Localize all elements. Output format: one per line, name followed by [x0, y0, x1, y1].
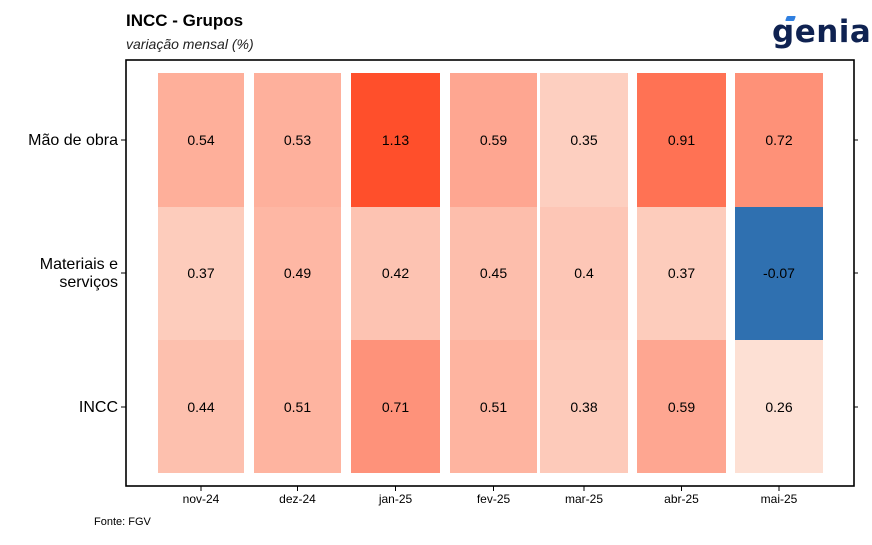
cell-value-label: 0.45	[480, 265, 507, 281]
cell-value-label: 0.38	[570, 399, 597, 415]
heatmap-cell	[637, 207, 726, 340]
y-tick-label: serviços	[59, 274, 118, 291]
cell-value-label: 0.54	[187, 132, 214, 148]
cell-value-label: 0.37	[668, 265, 695, 281]
chart-subtitle: variação mensal (%)	[126, 36, 254, 52]
heatmap-cell	[450, 207, 537, 340]
heatmap-cell	[158, 340, 244, 473]
heatmap-cell	[351, 340, 440, 473]
cell-value-label: 0.26	[765, 399, 792, 415]
y-tick-label: INCC	[79, 399, 118, 416]
cell-value-label: 0.51	[284, 399, 311, 415]
cell-value-label: -0.07	[763, 265, 795, 281]
heatmap-cell	[158, 73, 244, 207]
heatmap-cell	[254, 207, 341, 340]
cell-value-label: 0.4	[574, 265, 594, 281]
x-tick-label: dez-24	[279, 492, 316, 506]
heatmap-cell	[540, 340, 628, 473]
heatmap-cell	[450, 340, 537, 473]
y-tick-label: Materiais e	[40, 256, 118, 273]
cell-value-label: 0.51	[480, 399, 507, 415]
cell-value-label: 0.53	[284, 132, 311, 148]
heatmap-cell	[254, 73, 341, 207]
heatmap-cell	[351, 207, 440, 340]
cell-value-label: 0.72	[765, 132, 792, 148]
heatmap-cell	[158, 207, 244, 340]
x-tick-label: abr-25	[664, 492, 699, 506]
heatmap-cell	[540, 207, 628, 340]
heatmap-cell	[540, 73, 628, 207]
x-tick-label: fev-25	[477, 492, 511, 506]
heatmap-cell	[254, 340, 341, 473]
cell-value-label: 0.71	[382, 399, 409, 415]
x-tick-label: mai-25	[761, 492, 798, 506]
source-note: Fonte: FGV	[94, 516, 151, 528]
cell-value-label: 0.42	[382, 265, 409, 281]
x-tick-label: mar-25	[565, 492, 603, 506]
cell-value-label: 0.44	[187, 399, 214, 415]
chart-title: INCC - Grupos	[126, 11, 244, 30]
y-tick-label: Mão de obra	[28, 132, 118, 149]
heatmap-cell	[735, 207, 823, 340]
heatmap-cell	[637, 73, 726, 207]
heatmap-cell	[735, 340, 823, 473]
cell-value-label: 0.59	[668, 399, 695, 415]
cell-value-label: 0.59	[480, 132, 507, 148]
x-tick-label: nov-24	[183, 492, 220, 506]
cell-value-label: 0.91	[668, 132, 695, 148]
cell-value-label: 0.49	[284, 265, 311, 281]
heatmap-cell	[735, 73, 823, 207]
heatmap-cell	[450, 73, 537, 207]
genial-logo: genial	[772, 14, 872, 50]
heatmap-cell	[637, 340, 726, 473]
cell-value-label: 1.13	[382, 132, 409, 148]
cell-value-label: 0.35	[570, 132, 597, 148]
heatmap-cell	[351, 73, 440, 207]
x-tick-label: jan-25	[378, 492, 413, 506]
cell-value-label: 0.37	[187, 265, 214, 281]
